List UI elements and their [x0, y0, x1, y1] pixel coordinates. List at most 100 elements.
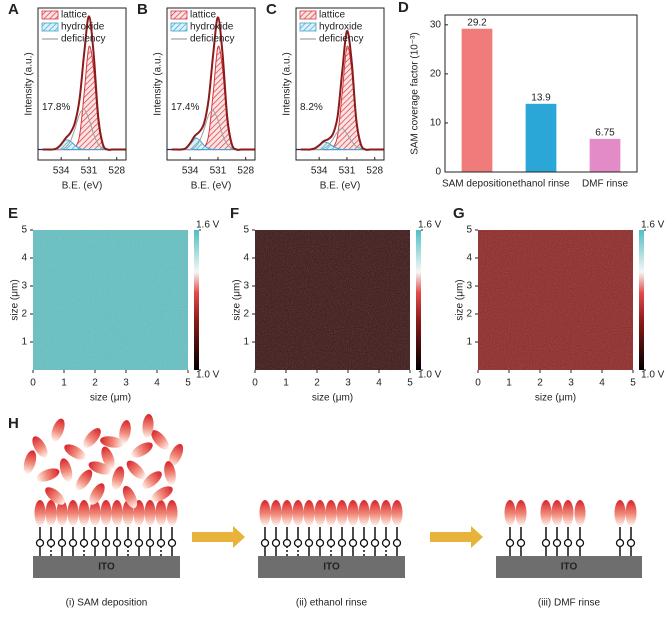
molecule	[625, 500, 637, 526]
x-axis-label: size (μm)	[535, 393, 576, 404]
y-tick-label: 20	[430, 69, 442, 80]
y-tick-label: 0	[435, 167, 441, 178]
x-tick-label: 0	[252, 378, 258, 389]
free-molecule	[51, 418, 65, 442]
value-label: 29.2	[467, 17, 487, 28]
colorbar-label: 1.0 V	[641, 370, 665, 381]
head-group	[575, 538, 585, 548]
free-molecule	[122, 485, 138, 509]
y-tick-label: 3	[466, 281, 472, 292]
molecule	[574, 500, 586, 526]
x-tick-label: 534	[311, 166, 328, 177]
molecule	[347, 500, 359, 526]
head-group	[282, 538, 292, 548]
panel-letter: B	[137, 1, 148, 18]
head-group	[348, 538, 358, 548]
molecule	[89, 500, 101, 526]
molecule	[281, 500, 293, 526]
free-molecule	[89, 483, 105, 505]
molecule	[270, 500, 282, 526]
x-axis-label: size (μm)	[312, 393, 353, 404]
panel-letter: C	[266, 1, 277, 18]
legend-label: lattice	[190, 10, 217, 21]
head-group	[370, 538, 380, 548]
x-tick-label: 3	[568, 378, 574, 389]
free-molecule	[151, 430, 169, 450]
substrate-label: ITO	[561, 562, 578, 573]
molecule	[504, 500, 516, 526]
free-molecule	[126, 460, 146, 480]
colorbar-label: 1.0 V	[418, 370, 442, 381]
head-group	[260, 538, 270, 548]
molecule	[551, 500, 563, 526]
head-group	[101, 538, 111, 548]
x-tick-label: 528	[108, 166, 125, 177]
y-tick-label: 1	[243, 337, 249, 348]
x-tick-label: 3	[345, 378, 351, 389]
free-molecule	[83, 428, 101, 448]
legend-swatch	[170, 22, 188, 32]
molecule	[56, 500, 68, 526]
x-tick-label: 1	[61, 378, 67, 389]
x-tick-label: 5	[407, 378, 413, 389]
head-group	[123, 538, 133, 548]
y-tick-label: 10	[430, 118, 442, 129]
x-tick-label: 534	[53, 166, 70, 177]
legend-label: deficiency	[190, 34, 234, 45]
free-molecule	[75, 469, 93, 491]
legend-label: hydroxide	[319, 22, 363, 33]
line	[42, 15, 126, 151]
molecule	[369, 500, 381, 526]
x-tick-label: 4	[599, 378, 605, 389]
free-molecule	[59, 458, 73, 482]
free-molecule	[119, 420, 131, 444]
line	[171, 16, 255, 151]
head-group	[35, 538, 45, 548]
legend-label: hydroxide	[61, 22, 105, 33]
x-tick-label: 531	[81, 166, 98, 177]
molecule	[45, 500, 57, 526]
line	[300, 30, 384, 151]
head-group	[359, 538, 369, 548]
molecule	[515, 500, 527, 526]
x-tick-label: ethanol rinse	[512, 179, 570, 190]
x-tick-label: 0	[30, 378, 36, 389]
free-molecule	[88, 461, 112, 475]
head-group	[79, 538, 89, 548]
panel-letter: H	[8, 415, 19, 432]
value-label: 6.75	[595, 128, 615, 139]
molecule	[100, 500, 112, 526]
molecule	[391, 500, 403, 526]
legend-label: deficiency	[61, 34, 105, 45]
free-molecule	[36, 468, 60, 482]
y-tick-label: 5	[21, 225, 27, 236]
y-tick-label: 2	[243, 309, 249, 320]
x-tick-label: SAM deposition	[442, 179, 512, 190]
head-group	[615, 538, 625, 548]
x-tick-label: 1	[283, 378, 289, 389]
plot-frame	[295, 7, 385, 161]
x-tick-label: 4	[376, 378, 382, 389]
colorbar	[639, 230, 644, 370]
molecule	[614, 500, 626, 526]
x-tick-label: 2	[537, 378, 543, 389]
head-group	[90, 538, 100, 548]
head-group	[271, 538, 281, 548]
x-axis-label: B.E. (eV)	[320, 181, 361, 192]
x-tick-label: 5	[185, 378, 191, 389]
x-tick-label: 3	[123, 378, 129, 389]
molecule	[155, 500, 167, 526]
colorbar-label: 1.6 V	[641, 220, 665, 231]
head-group	[626, 538, 636, 548]
y-tick-label: 4	[21, 253, 27, 264]
legend-label: lattice	[319, 10, 346, 21]
panel-letter: G	[453, 205, 465, 222]
head-group	[293, 538, 303, 548]
free-molecule	[168, 443, 184, 467]
head-group	[541, 538, 551, 548]
map-texture	[255, 230, 410, 370]
head-group	[326, 538, 336, 548]
y-axis-label: size (μm)	[232, 279, 243, 320]
molecule	[111, 500, 123, 526]
